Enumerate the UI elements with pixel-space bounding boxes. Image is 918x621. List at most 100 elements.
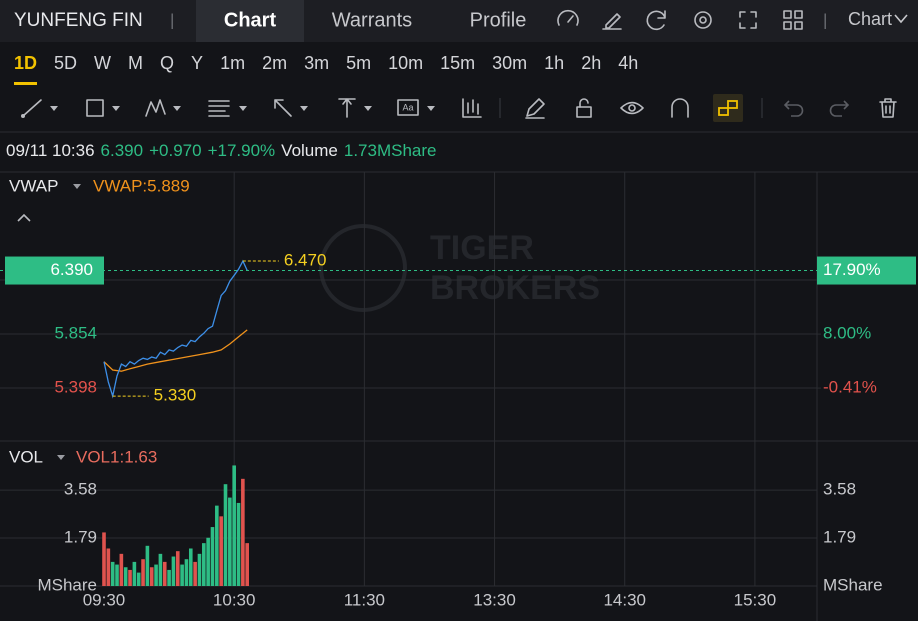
volume-bar — [102, 532, 106, 586]
speed-icon[interactable] — [557, 9, 579, 26]
tab[interactable]: Warrants — [332, 9, 412, 31]
layout-icon[interactable] — [783, 10, 803, 30]
svg-text:Aa: Aa — [402, 102, 413, 112]
link-tool[interactable] — [718, 100, 738, 116]
vwap-line — [103, 329, 248, 372]
volume-bar — [241, 478, 245, 586]
last-price-label: 6.390 — [50, 260, 93, 279]
period-option[interactable]: 1D — [14, 53, 37, 73]
period-option[interactable]: 2h — [581, 53, 601, 73]
undo-tool[interactable] — [783, 100, 804, 117]
x-tick-label: 15:30 — [734, 590, 777, 609]
period-option[interactable]: 30m — [492, 53, 527, 73]
x-tick-label: 09:30 — [83, 590, 126, 609]
collapse-icon[interactable] — [17, 213, 31, 222]
volume-bar — [193, 561, 197, 586]
period-option[interactable]: 1m — [220, 53, 245, 73]
high-label: 6.470 — [284, 251, 327, 270]
refresh-icon[interactable] — [646, 10, 666, 31]
drawing-toolbar[interactable]: Aa — [21, 94, 897, 122]
watermark-text: BROKERS — [430, 269, 600, 307]
y2-tick-label: 3.58 — [823, 480, 856, 499]
volume-bar — [145, 545, 150, 586]
y2-tick-label: -0.41% — [823, 378, 877, 397]
period-underline — [14, 82, 38, 85]
volume-bar — [132, 561, 137, 586]
period-option[interactable]: W — [94, 53, 111, 73]
rect-tool[interactable] — [86, 99, 120, 117]
x-tick-label: 11:30 — [344, 590, 385, 609]
period-option[interactable]: 10m — [388, 53, 423, 73]
volume-bar — [188, 548, 193, 586]
volume-bar — [141, 559, 145, 586]
period-option[interactable]: 4h — [618, 53, 638, 73]
indicator-name[interactable]: VWAP — [9, 176, 58, 195]
y2-tick-label: 8.00% — [823, 324, 871, 343]
settings-icon[interactable] — [694, 11, 712, 29]
edit-icon[interactable] — [602, 13, 622, 30]
period-option[interactable]: Y — [191, 53, 203, 73]
watermark-text: TIGER — [430, 229, 534, 267]
volume-bar — [202, 543, 206, 586]
volume-bar — [154, 564, 158, 586]
last-pct-label: 17.90% — [823, 260, 881, 279]
last-pct-tag — [817, 256, 916, 285]
candle-tool[interactable] — [462, 98, 482, 118]
y-tick-label: 1.79 — [64, 528, 97, 547]
measure-tool[interactable] — [338, 98, 372, 118]
tab[interactable]: Profile — [470, 9, 527, 31]
volume-bar — [197, 553, 202, 586]
chart-menu[interactable]: Chart — [848, 9, 892, 29]
redo-tool[interactable] — [829, 100, 850, 117]
volume-bar — [245, 543, 249, 586]
period-option[interactable]: M — [128, 53, 143, 73]
volume-indicator-name[interactable]: VOL — [9, 447, 43, 466]
volume-label: Volume — [281, 141, 338, 160]
volume-bar — [228, 497, 232, 586]
quote-line: 09/11 10:36 6.390 +0.970 +17.90% Volume 1.73M… — [6, 141, 437, 160]
volume-bar — [167, 569, 171, 586]
last-price-tag — [5, 256, 104, 285]
x-tick-label: 13:30 — [473, 590, 516, 609]
fullscreen-icon[interactable] — [739, 11, 757, 29]
period-option[interactable]: 15m — [440, 53, 475, 73]
watermark: TIGER BROKERS — [319, 224, 600, 312]
volume-bar — [106, 548, 111, 586]
magnet-tool[interactable] — [671, 98, 689, 118]
volume-bar — [175, 551, 180, 586]
price-line — [103, 259, 248, 399]
volume-bar — [149, 567, 154, 586]
fib-tool[interactable] — [208, 100, 247, 117]
delete-tool[interactable] — [879, 98, 897, 118]
x-tick-label: 10:30 — [213, 590, 256, 609]
tab[interactable]: Chart — [224, 9, 277, 31]
lock-tool[interactable] — [576, 98, 592, 118]
y-tick-label: 5.398 — [54, 377, 97, 396]
volume-bar — [223, 484, 228, 586]
y-tick-label: 5.854 — [54, 323, 97, 342]
period-option[interactable]: 5m — [346, 53, 371, 73]
volume-bar — [128, 569, 132, 586]
period-option[interactable]: Q — [160, 53, 174, 73]
indicator-caret — [57, 455, 65, 460]
top-icons[interactable] — [557, 9, 803, 31]
period-option[interactable]: 1h — [544, 53, 564, 73]
pattern-tool[interactable] — [145, 99, 181, 117]
volume-bar — [110, 561, 115, 586]
volume-bar — [158, 553, 163, 586]
period-option[interactable]: 2m — [262, 53, 287, 73]
visibility-tool[interactable] — [620, 101, 644, 115]
volume-bar — [162, 561, 167, 586]
period-option[interactable]: 5D — [54, 53, 77, 73]
volume-bar — [136, 572, 141, 586]
volume-bar — [171, 556, 176, 586]
text-tool[interactable]: Aa — [397, 99, 435, 116]
arrow-tool[interactable] — [274, 99, 308, 117]
pen-tool[interactable] — [525, 98, 545, 119]
volume-bar — [206, 537, 210, 586]
divider: | — [823, 10, 827, 29]
line-tool[interactable] — [21, 99, 58, 118]
period-option[interactable]: 3m — [304, 53, 329, 73]
